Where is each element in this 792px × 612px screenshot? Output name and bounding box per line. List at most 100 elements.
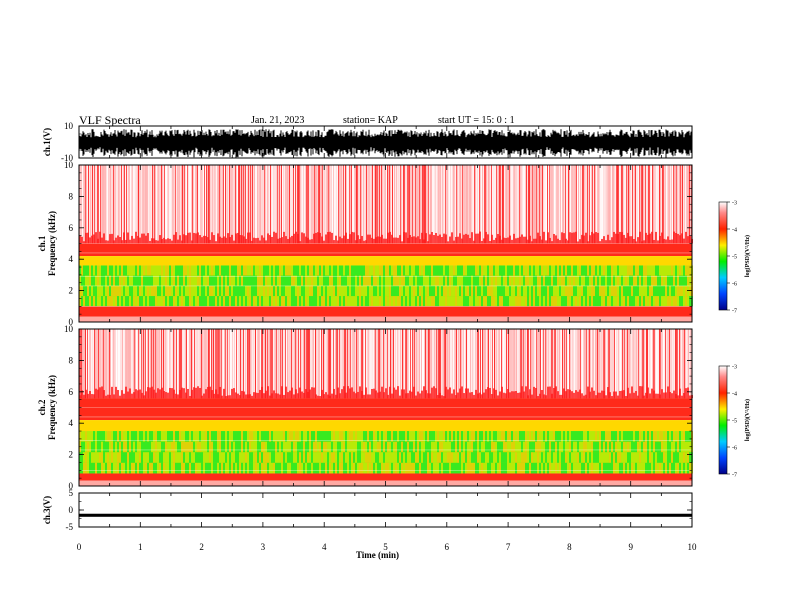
- ch2-spectrogram-edge: [87, 393, 89, 399]
- ch2-spectrogram-speckle: [527, 462, 529, 474]
- ch1-spectrogram-streak: [237, 165, 238, 244]
- ch1-spectrogram-edge: [227, 233, 229, 244]
- ch2-spectrogram-speckle: [229, 441, 231, 453]
- ch1-spectrogram-streak: [136, 165, 137, 244]
- ch2-spectrogram-speckle: [683, 441, 685, 453]
- ch1-spectrogram-speckle: [521, 265, 523, 276]
- ch1-spectrogram-speckle: [123, 265, 125, 276]
- ch1-spectrogram-speckle: [183, 296, 185, 307]
- ch1-spectrogram-speckle: [663, 296, 665, 307]
- ch1-spectrogram-edge: [201, 237, 203, 244]
- ch1-spectrogram-speckle: [545, 265, 547, 276]
- ch2-spectrogram-streak: [662, 329, 663, 399]
- ch2-spectrogram-streak: [101, 329, 102, 399]
- ch2-spectrogram-speckle: [565, 452, 567, 463]
- ch2-spectrogram-edge: [305, 389, 307, 399]
- ch1-spectrogram-edge: [191, 240, 193, 244]
- ch1-spectrogram-speckle: [403, 275, 405, 286]
- ch1-spectrogram-speckle: [473, 265, 475, 276]
- ch2-spectrogram-speckle: [579, 441, 581, 453]
- ch2-spectrogram-edge: [255, 392, 257, 399]
- ch2-spectrogram-speckle: [307, 441, 309, 453]
- ch2-spectrogram-streak: [386, 329, 387, 399]
- ch2-spectrogram-speckle: [427, 431, 429, 442]
- ch1-spectrogram-speckle: [627, 296, 629, 307]
- ch2-spectrogram-speckle: [585, 431, 587, 442]
- ch2-spectrogram-speckle: [103, 441, 105, 453]
- ch1-spectrogram-speckle: [219, 275, 221, 286]
- ch2-spectrogram-streak: [687, 329, 688, 399]
- ch2-spectrogram-speckle: [147, 462, 149, 474]
- ch2-spectrogram-streak: [318, 329, 319, 399]
- ch2-spectrogram-edge: [103, 390, 105, 399]
- ch1-spectrogram-ytick-label: 4: [69, 254, 74, 264]
- ch1-spectrogram-colorbar-tick-label: -3: [732, 201, 737, 207]
- ch2-spectrogram-speckle: [417, 462, 419, 474]
- ch2-spectrogram-speckle: [657, 452, 659, 463]
- ch1-spectrogram-speckle: [115, 265, 117, 276]
- ch1-spectrogram-speckle: [305, 285, 307, 297]
- ch1-spectrogram-speckle: [367, 285, 369, 297]
- ch2-spectrogram-speckle: [391, 462, 393, 474]
- ch1-spectrogram-speckle: [577, 275, 579, 286]
- ch1-spectrogram-edge: [477, 233, 479, 244]
- ch1-spectrogram-speckle: [323, 285, 325, 297]
- ch2-spectrogram-streak: [372, 329, 373, 399]
- ch2-spectrogram-speckle: [285, 452, 287, 463]
- ch1-spectrogram-speckle: [159, 285, 161, 297]
- ch1-spectrogram-speckle: [511, 265, 513, 276]
- ch2-spectrogram-speckle: [105, 452, 107, 463]
- ch1-spectrogram-speckle: [425, 275, 427, 286]
- ch1-spectrogram-streak: [341, 165, 342, 244]
- ch2-spectrogram-edge: [505, 393, 507, 399]
- ch2-spectrogram-streak: [95, 329, 96, 399]
- ch2-spectrogram-edge: [547, 386, 549, 399]
- ch1-spectrogram-edge: [579, 239, 581, 244]
- ch1-spectrogram-speckle: [201, 265, 203, 276]
- ch2-spectrogram-speckle: [121, 462, 123, 474]
- ch1-spectrogram-streak: [413, 165, 414, 244]
- ch1-spectrogram-streak: [155, 165, 156, 244]
- ch2-spectrogram-streak: [579, 329, 580, 399]
- ch2-spectrogram-speckle: [405, 452, 407, 463]
- ch2-spectrogram-speckle: [101, 452, 103, 463]
- ch1-spectrogram-streak: [117, 165, 118, 244]
- ch1-spectrogram-speckle: [157, 265, 159, 276]
- ch1-spectrogram-speckle: [153, 296, 155, 307]
- ch1-spectrogram-edge: [121, 240, 123, 244]
- ch2-spectrogram-speckle: [301, 462, 303, 474]
- ch1-spectrogram-speckle: [331, 265, 333, 276]
- ch2-spectrogram-streak: [368, 329, 369, 399]
- ch2-spectrogram-edge: [431, 387, 433, 399]
- ch1-spectrogram-speckle: [281, 275, 283, 286]
- ch2-spectrogram-speckle: [81, 462, 83, 474]
- ch1-spectrogram-streak: [569, 165, 570, 244]
- ch1-spectrogram-speckle: [685, 296, 687, 307]
- ch2-spectrogram-edge: [119, 395, 121, 399]
- ch1-spectrogram-streak: [256, 165, 257, 244]
- ch2-spectrogram-speckle: [165, 462, 167, 474]
- ch1-spectrogram-speckle: [157, 296, 159, 307]
- ch2-spectrogram-edge: [653, 390, 655, 399]
- ch2-spectrogram-speckle: [319, 462, 321, 474]
- ch1-spectrogram-streak: [283, 165, 284, 244]
- ch1-spectrogram-speckle: [111, 285, 113, 297]
- ch1-spectrogram-streak: [284, 165, 285, 244]
- ch1-spectrogram-speckle: [617, 285, 619, 297]
- ch1-spectrogram-speckle: [267, 265, 269, 276]
- ch2-spectrogram-speckle: [473, 431, 475, 442]
- ch2-spectrogram-streak: [142, 329, 143, 399]
- ch2-spectrogram-speckle: [535, 441, 537, 453]
- ch2-spectrogram-speckle: [571, 431, 573, 442]
- ch1-spectrogram-speckle: [521, 275, 523, 286]
- ch1-spectrogram-speckle: [253, 275, 255, 286]
- ch2-spectrogram-speckle: [481, 431, 483, 442]
- ch2-spectrogram-speckle: [401, 431, 403, 442]
- ch1-spectrogram-streak: [246, 165, 247, 244]
- ch1-spectrogram-speckle: [179, 275, 181, 286]
- ch1-spectrogram-edge: [415, 237, 417, 244]
- ch1-spectrogram-edge: [221, 237, 223, 244]
- ch1-spectrogram-edge: [399, 235, 401, 244]
- ch2-spectrogram-speckle: [515, 452, 517, 463]
- ch1-spectrogram-streak: [106, 165, 107, 244]
